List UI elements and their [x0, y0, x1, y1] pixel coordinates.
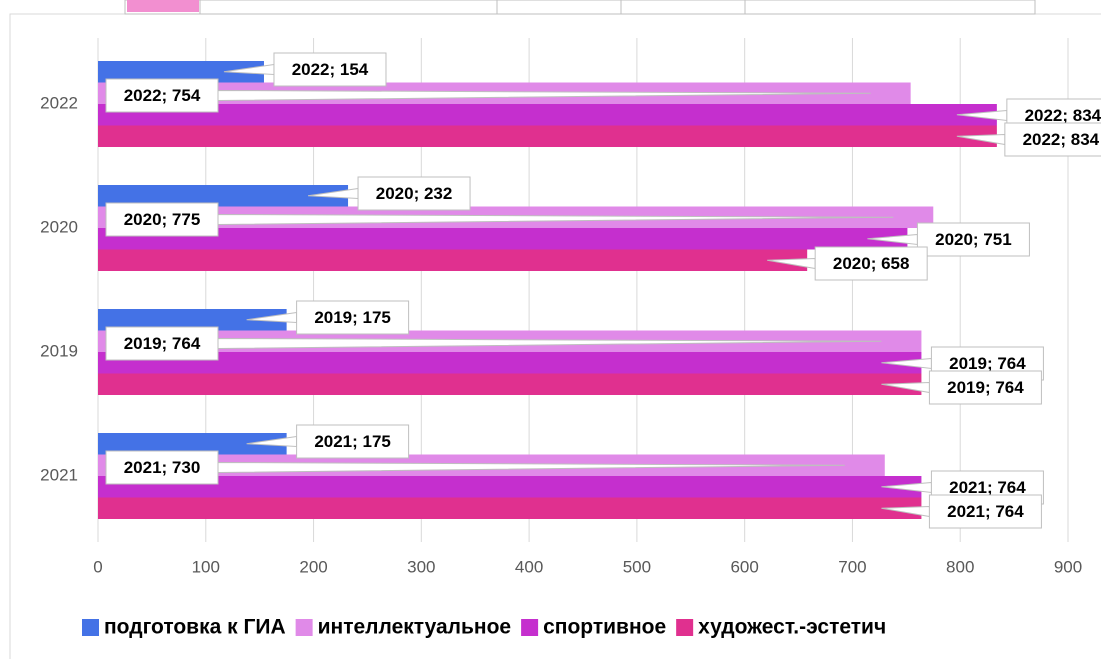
x-tick-label: 600 — [730, 557, 758, 576]
data-label: 2019; 175 — [314, 308, 391, 327]
data-label-box — [1004, 122, 1101, 157]
bar — [98, 61, 264, 83]
bar — [98, 228, 908, 250]
data-label: 2019; 764 — [949, 354, 1026, 373]
data-label-box — [296, 300, 410, 335]
bar — [98, 249, 808, 271]
legend-label: спортивное — [543, 616, 666, 639]
data-label: 2021; 764 — [949, 478, 1026, 497]
data-label: 2022; 834 — [1025, 106, 1101, 125]
data-label: 2022; 754 — [124, 86, 201, 105]
x-tick-label: 800 — [946, 557, 974, 576]
x-tick-label: 100 — [192, 557, 220, 576]
data-label: 2019; 764 — [124, 334, 201, 353]
y-tick-label: 2022 — [40, 93, 78, 112]
legend-label: интеллектуальное — [318, 616, 511, 639]
data-label-box — [105, 202, 219, 237]
data-label-box — [814, 246, 928, 281]
bar — [98, 373, 922, 395]
bar — [98, 104, 997, 126]
x-tick-label: 900 — [1054, 557, 1082, 576]
data-label: 2020; 751 — [935, 230, 1012, 249]
data-label-box — [357, 176, 471, 211]
table-swatch — [127, 0, 199, 12]
data-label: 2022; 154 — [292, 60, 369, 79]
data-label: 2019; 764 — [947, 378, 1024, 397]
data-label-box — [296, 424, 410, 459]
data-label-box — [105, 78, 219, 113]
bar — [98, 476, 922, 498]
bar — [98, 185, 349, 207]
legend-swatch — [521, 619, 539, 636]
bar — [98, 125, 997, 147]
bar — [98, 352, 922, 374]
data-label: 2020; 232 — [376, 184, 453, 203]
y-tick-label: 2020 — [40, 217, 78, 236]
legend-swatch — [82, 619, 99, 636]
x-tick-label: 200 — [299, 557, 327, 576]
x-tick-label: 700 — [838, 557, 866, 576]
data-label: 2021; 764 — [947, 502, 1024, 521]
bar — [98, 433, 287, 455]
x-tick-label: 300 — [407, 557, 435, 576]
x-tick-label: 500 — [623, 557, 651, 576]
data-label: 2021; 175 — [314, 432, 391, 451]
data-label-box — [273, 52, 387, 87]
data-label-box — [105, 450, 219, 485]
y-tick-label: 2021 — [40, 465, 78, 484]
x-tick-label: 0 — [93, 557, 102, 576]
data-label-box — [928, 370, 1042, 405]
legend-swatch — [676, 619, 694, 636]
data-label-box — [916, 222, 1030, 257]
bar — [98, 497, 922, 519]
legend-label: подготовка к ГИА — [104, 616, 286, 639]
bar — [98, 309, 287, 331]
data-label: 2020; 658 — [833, 254, 910, 273]
table-fragment — [124, 0, 1036, 15]
data-label-box — [105, 326, 219, 361]
x-tick-label: 400 — [515, 557, 543, 576]
legend-label: художест.-эстетич — [698, 616, 886, 639]
data-label: 2020; 775 — [124, 210, 201, 229]
data-label: 2022; 834 — [1023, 130, 1100, 149]
legend-swatch — [295, 619, 313, 636]
data-label: 2021; 730 — [124, 458, 201, 477]
data-label-box — [928, 494, 1042, 529]
y-tick-label: 2019 — [40, 341, 78, 360]
